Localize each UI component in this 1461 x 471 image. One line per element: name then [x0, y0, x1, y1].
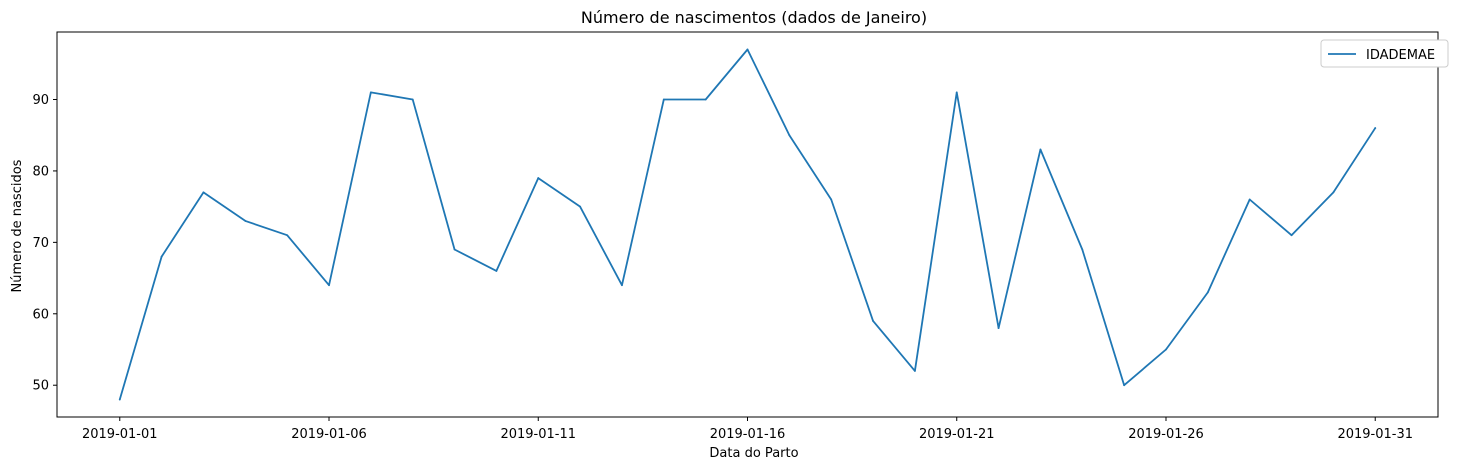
data-point-2019-01-06: [328, 284, 330, 287]
x-tick-label: 2019-01-16: [710, 427, 786, 442]
y-axis-label: Número de nascidos: [10, 159, 25, 292]
data-point-2019-01-10: [495, 270, 498, 272]
x-tick-label: 2019-01-21: [919, 427, 995, 442]
data-point-2019-01-01: [118, 398, 121, 401]
legend-box: [1320, 39, 1449, 68]
data-point-2019-01-07: [369, 91, 372, 94]
data-point-2019-01-26: [1165, 348, 1167, 351]
data-point-2019-01-22: [997, 327, 1000, 329]
x-axis-ticks: 2019-01-01 2019-01-06 2019-01-11 2019-01-16…: [82, 417, 1413, 442]
data-point-2019-01-14: [662, 98, 665, 101]
series-points: [118, 48, 1377, 401]
y-tick-label: 50: [32, 379, 49, 394]
x-tick-label: 2019-01-31: [1337, 427, 1413, 442]
x-tick-label: 2019-01-26: [1128, 427, 1204, 442]
plot-frame: [56, 31, 1439, 418]
data-point-2019-01-20: [913, 370, 916, 372]
x-axis-label: Data do Parto: [709, 446, 798, 461]
data-point-2019-01-25: [1123, 384, 1126, 387]
legend-label: IDADEMAE: [1366, 48, 1435, 63]
data-point-2019-01-16: [746, 48, 749, 51]
y-tick-label: 60: [32, 307, 49, 322]
data-point-2019-01-11: [537, 177, 540, 179]
chart-title: Número de nascimentos (dados de Janeiro): [581, 8, 927, 27]
data-point-2019-01-30: [1332, 191, 1335, 194]
data-point-2019-01-31: [1374, 127, 1377, 129]
data-point-2019-01-13: [621, 284, 623, 287]
y-axis-ticks: 50 60 70 80 90: [32, 93, 57, 394]
x-tick-label: 2019-01-01: [82, 427, 158, 442]
legend: IDADEMAE: [1320, 39, 1449, 68]
data-point-2019-01-04: [244, 220, 247, 222]
data-point-2019-01-17: [788, 134, 791, 137]
x-tick-label: 2019-01-11: [500, 427, 576, 442]
data-point-2019-01-03: [202, 191, 205, 194]
x-tick-label: 2019-01-06: [291, 427, 367, 442]
y-tick-label: 70: [32, 236, 49, 251]
y-tick-label: 90: [32, 93, 49, 108]
plot-background: [57, 32, 1438, 417]
data-point-2019-01-21: [955, 91, 958, 94]
data-point-2019-01-18: [830, 198, 833, 201]
data-point-2019-01-05: [286, 234, 289, 237]
data-point-2019-01-29: [1290, 234, 1293, 237]
data-point-2019-01-02: [160, 255, 163, 258]
data-point-2019-01-12: [579, 205, 582, 208]
data-point-2019-01-09: [453, 248, 456, 251]
data-point-2019-01-19: [872, 320, 874, 322]
data-point-2019-01-15: [704, 98, 707, 101]
data-point-2019-01-28: [1248, 198, 1251, 201]
y-tick-label: 80: [32, 164, 49, 179]
data-point-2019-01-23: [1039, 148, 1042, 151]
data-point-2019-01-27: [1206, 291, 1209, 294]
data-point-2019-01-24: [1081, 248, 1084, 251]
data-point-2019-01-08: [411, 98, 414, 101]
